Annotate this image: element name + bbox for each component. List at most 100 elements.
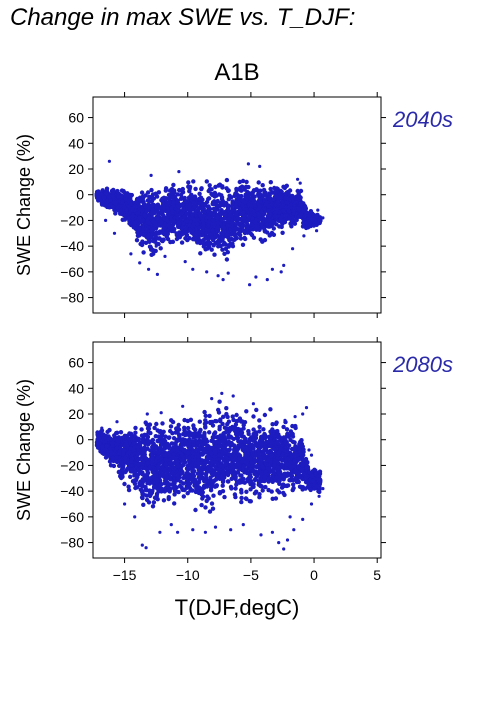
scatter-point bbox=[296, 206, 302, 212]
scatter-point bbox=[291, 247, 295, 251]
scatter-point bbox=[283, 191, 289, 196]
scatter-point bbox=[202, 479, 208, 484]
scatter-point bbox=[254, 275, 258, 279]
scatter-point bbox=[123, 441, 129, 447]
scatter-point bbox=[194, 221, 200, 226]
scatter-point bbox=[204, 420, 209, 425]
scatter-point bbox=[120, 474, 125, 479]
scatter-point bbox=[294, 217, 299, 223]
scatter-point bbox=[291, 482, 296, 487]
scatter-point bbox=[244, 469, 249, 475]
scatter-point bbox=[246, 429, 251, 434]
scatter-point bbox=[182, 417, 187, 423]
scatter-point bbox=[150, 444, 155, 450]
scatter-point bbox=[221, 199, 226, 205]
scatter-point bbox=[257, 446, 262, 451]
scatter-point bbox=[144, 497, 150, 503]
scatter-point bbox=[282, 263, 286, 267]
scatter-point bbox=[194, 208, 199, 213]
scatter-point bbox=[213, 202, 218, 207]
scatter-point bbox=[228, 484, 234, 490]
scatter-point bbox=[283, 196, 288, 201]
scatter-point bbox=[220, 247, 225, 252]
scatter-point bbox=[288, 437, 293, 443]
scatter-point bbox=[207, 183, 212, 188]
scatter-point bbox=[149, 227, 154, 233]
scatter-point bbox=[266, 479, 271, 484]
scatter-point bbox=[128, 474, 133, 479]
scatter-point bbox=[188, 417, 194, 422]
scatter-point bbox=[194, 486, 199, 491]
scatter-point bbox=[230, 200, 235, 206]
scatter-point bbox=[203, 425, 208, 430]
scatter-point bbox=[199, 186, 204, 191]
scatter-point bbox=[141, 502, 146, 507]
scatter-point bbox=[175, 198, 180, 203]
scatter-point bbox=[234, 212, 239, 217]
scatter-point bbox=[142, 213, 148, 218]
scatter-point bbox=[104, 191, 109, 196]
scatter-point bbox=[138, 261, 142, 265]
scatter-point bbox=[240, 204, 245, 209]
scatter-point bbox=[296, 191, 301, 196]
scatter-point bbox=[216, 183, 221, 188]
scatter-point bbox=[279, 270, 283, 274]
scatter-point bbox=[171, 182, 176, 188]
scatter-point bbox=[184, 218, 190, 224]
scatter-point bbox=[175, 215, 180, 221]
scatter-point bbox=[122, 433, 128, 438]
scatter-point bbox=[208, 232, 213, 237]
scatter-point bbox=[112, 231, 117, 235]
scatter-point bbox=[232, 233, 238, 238]
points-layer-2040s bbox=[94, 159, 325, 287]
scatter-point bbox=[208, 211, 213, 216]
scatter-point bbox=[243, 236, 248, 242]
scatter-point bbox=[201, 221, 206, 226]
scatter-point bbox=[246, 162, 250, 166]
scatter-point bbox=[126, 198, 131, 203]
scatter-point bbox=[209, 187, 214, 192]
scatter-point bbox=[266, 217, 272, 223]
scatter-point bbox=[132, 220, 138, 225]
scatter-point bbox=[225, 250, 230, 255]
scatter-point bbox=[178, 192, 184, 198]
scatter-point bbox=[283, 213, 288, 218]
scatter-point bbox=[265, 278, 269, 282]
scatter-point bbox=[238, 236, 244, 241]
scatter-point bbox=[249, 222, 255, 227]
scatter-point bbox=[200, 238, 206, 243]
scatter-point bbox=[263, 446, 269, 451]
scatter-point bbox=[212, 221, 217, 227]
scatter-point bbox=[186, 180, 191, 185]
scatter-point bbox=[187, 215, 192, 221]
scatter-point bbox=[192, 204, 197, 209]
scatter-point bbox=[224, 257, 230, 262]
scatter-point bbox=[218, 203, 223, 208]
scatter-point bbox=[137, 233, 142, 238]
scatter-point bbox=[158, 246, 163, 251]
scatter-point bbox=[268, 232, 274, 237]
scatter-point bbox=[221, 278, 225, 282]
scatter-point bbox=[206, 204, 211, 209]
scatter-point bbox=[234, 200, 239, 205]
scatter-point bbox=[101, 195, 107, 200]
scatter-point bbox=[217, 192, 222, 197]
scatter-point bbox=[254, 217, 260, 222]
scatter-point bbox=[233, 486, 238, 491]
scatter-point bbox=[220, 479, 226, 485]
scatter-point bbox=[296, 195, 301, 200]
scatter-point bbox=[149, 252, 154, 257]
scatter-point bbox=[200, 197, 205, 202]
scatter-point bbox=[130, 213, 136, 219]
scatter-point bbox=[141, 250, 146, 255]
scatter-point bbox=[252, 212, 257, 218]
scatter-point bbox=[292, 440, 297, 445]
scatter-point bbox=[211, 493, 216, 498]
scatter-point bbox=[122, 481, 127, 487]
scatter-point bbox=[244, 459, 250, 464]
scatter-point bbox=[303, 206, 308, 211]
scatter-point bbox=[216, 435, 221, 440]
scatter-point bbox=[244, 195, 249, 200]
scatter-point bbox=[187, 206, 192, 211]
scatter-point bbox=[145, 438, 150, 444]
